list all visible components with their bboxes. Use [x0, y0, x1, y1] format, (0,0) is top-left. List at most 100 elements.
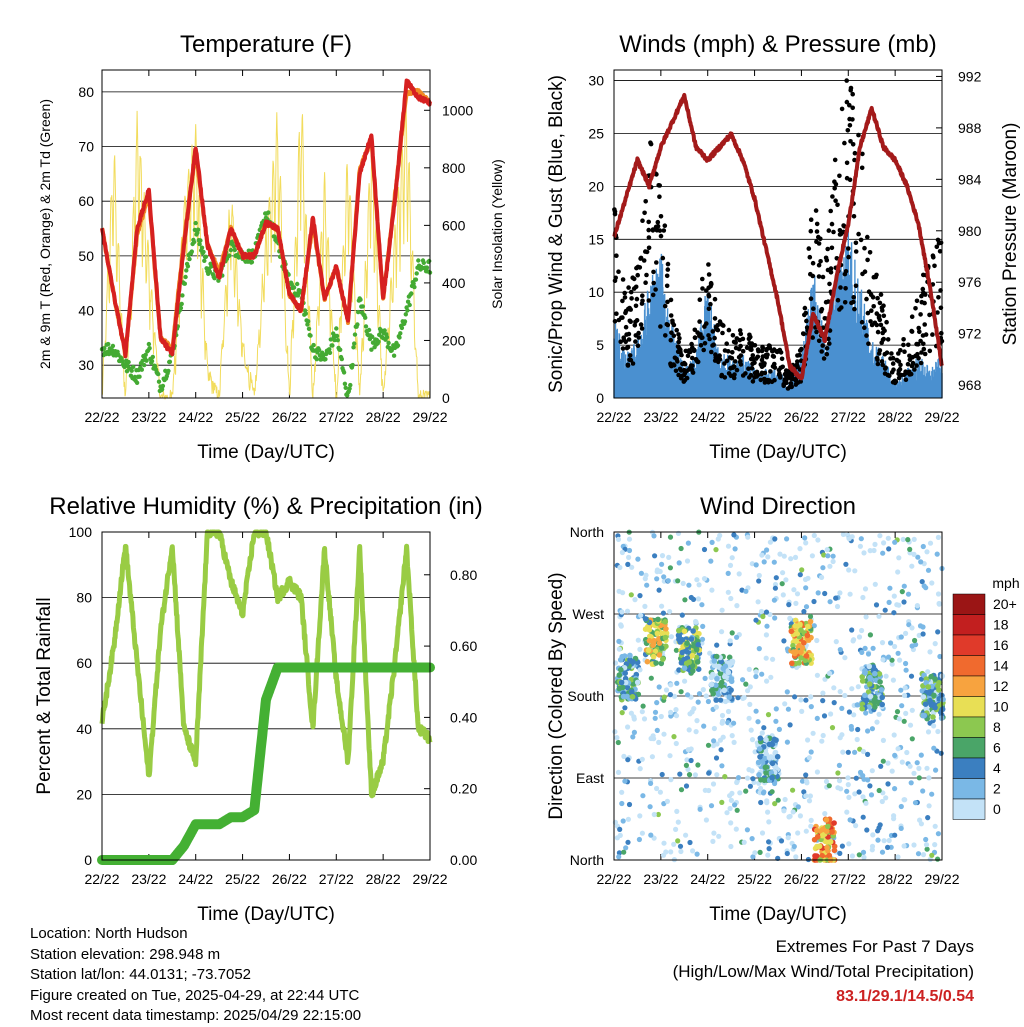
- direction-point: [618, 623, 624, 629]
- dewpoint-point: [363, 315, 368, 320]
- direction-point: [725, 669, 732, 676]
- gust-point: [677, 366, 683, 372]
- gust-point: [665, 299, 670, 305]
- direction-point: [626, 554, 632, 561]
- gust-point: [713, 352, 718, 357]
- direction-point: [764, 800, 770, 806]
- gust-point: [612, 209, 618, 214]
- gust-point: [635, 272, 640, 278]
- direction-point: [878, 763, 884, 769]
- gust-point: [638, 255, 644, 261]
- dewpoint-point: [360, 304, 365, 309]
- direction-point: [784, 689, 790, 695]
- panel-ylabel-right-1: Station Pressure (Maroon): [1000, 123, 1021, 346]
- gust-point: [764, 346, 769, 352]
- gust-point: [620, 346, 626, 351]
- gust-point: [662, 303, 668, 309]
- gust-point: [922, 322, 927, 327]
- direction-point: [855, 726, 861, 733]
- direction-point: [803, 585, 809, 591]
- direction-point: [851, 637, 857, 643]
- panel-xlabel-1: Time (Day/UTC): [709, 442, 847, 463]
- dewpoint-point: [402, 319, 408, 324]
- direction-point: [886, 546, 892, 552]
- gust-point: [872, 320, 878, 326]
- gust-point: [748, 334, 753, 340]
- gust-point: [756, 348, 761, 354]
- direction-point: [898, 825, 904, 832]
- direction-point: [882, 607, 888, 613]
- dewpoint-point: [126, 359, 131, 365]
- direction-point: [654, 785, 660, 792]
- direction-point: [660, 610, 667, 616]
- dewpoint-point: [403, 312, 408, 317]
- gust-point: [658, 324, 663, 329]
- direction-point: [725, 543, 732, 549]
- direction-point: [638, 612, 644, 618]
- direction-point: [797, 813, 804, 819]
- colorbar-label-2: 16: [993, 637, 1009, 653]
- direction-point: [929, 852, 935, 858]
- gust-point: [821, 356, 827, 361]
- gust-point: [826, 336, 831, 342]
- colorbar-swatch-4: [952, 675, 986, 697]
- direction-point: [663, 849, 669, 855]
- direction-point: [676, 560, 682, 566]
- direction-point: [718, 747, 724, 753]
- direction-point: [676, 667, 682, 673]
- direction-point: [766, 819, 772, 825]
- dewpoint-point: [150, 354, 155, 360]
- direction-point: [616, 638, 622, 645]
- pressure-rtick-label-4: 984: [958, 171, 982, 187]
- colorbar-swatch-5: [952, 696, 986, 718]
- direction-point: [761, 777, 768, 784]
- x-tick-label-3-3: 25/22: [737, 871, 772, 887]
- direction-point: [671, 693, 678, 699]
- direction-point: [866, 704, 872, 710]
- gust-point: [824, 346, 830, 351]
- recent-text: Most recent data timestamp: 2025/04/29 2…: [30, 1007, 362, 1024]
- direction-point: [617, 564, 623, 571]
- gust-point: [814, 329, 819, 335]
- direction-point: [644, 582, 650, 588]
- gust-point: [807, 254, 813, 260]
- direction-point: [927, 856, 933, 863]
- gust-point: [827, 341, 832, 346]
- rh-ytick-label-4: 80: [76, 590, 92, 606]
- dewpoint-point: [291, 285, 297, 290]
- direction-point: [654, 576, 660, 582]
- gust-point: [779, 356, 785, 362]
- gust-point: [622, 295, 628, 300]
- panel-title-3: Wind Direction: [700, 493, 856, 520]
- gust-point: [903, 369, 908, 375]
- direction-point: [845, 775, 851, 781]
- direction-point: [885, 844, 891, 851]
- direction-point: [659, 603, 665, 609]
- direction-point: [686, 727, 692, 733]
- x-tick-label-2-3: 25/22: [225, 871, 260, 887]
- dir-ytick-label-2: South: [567, 688, 604, 704]
- direction-point: [708, 803, 715, 809]
- direction-point: [899, 759, 905, 765]
- gust-point: [912, 367, 917, 372]
- gust-point: [786, 374, 792, 379]
- gust-point: [901, 342, 906, 348]
- gust-point: [875, 357, 880, 363]
- direction-point: [916, 775, 922, 781]
- dewpoint-point: [311, 342, 316, 348]
- direction-point: [920, 788, 926, 794]
- gust-point: [633, 333, 639, 338]
- gust-point: [724, 341, 729, 347]
- gust-point: [665, 261, 671, 267]
- gust-point: [881, 303, 886, 309]
- dewpoint-point: [266, 210, 271, 215]
- direction-point: [665, 578, 671, 584]
- gust-point: [692, 335, 698, 341]
- gust-point: [625, 363, 631, 368]
- gust-point: [896, 351, 901, 356]
- rh-ytick-label-3: 60: [76, 655, 92, 671]
- direction-point: [853, 775, 859, 781]
- dewpoint-point: [342, 381, 348, 386]
- gust-point: [799, 346, 804, 352]
- direction-point: [917, 817, 923, 823]
